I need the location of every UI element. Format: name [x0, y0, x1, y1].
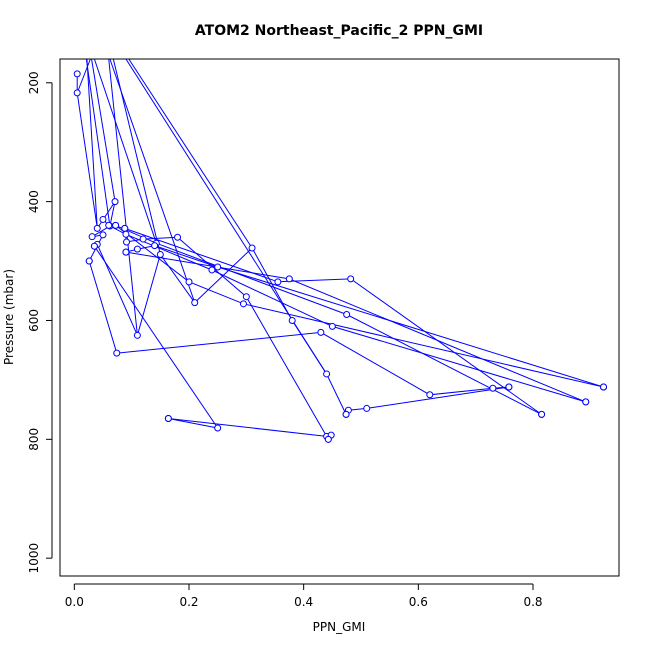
- data-point: [239, 300, 247, 308]
- data-point: [85, 257, 93, 265]
- y-tick-label: 800: [27, 428, 41, 451]
- data-point: [185, 278, 193, 286]
- data-point: [600, 383, 608, 391]
- data-point: [582, 398, 590, 406]
- data-point: [73, 70, 81, 78]
- y-axis: 200 400 600 800 1000: [27, 71, 53, 574]
- data-point: [122, 248, 130, 256]
- series-line: [345, 386, 509, 415]
- x-tick-label: 0.2: [179, 595, 198, 609]
- x-tick-label: 0.0: [65, 595, 84, 609]
- series-lines: [76, 58, 604, 440]
- data-point: [489, 384, 497, 392]
- data-point: [317, 328, 325, 336]
- data-point: [93, 224, 101, 232]
- data-point: [88, 233, 96, 241]
- profile-line-to-top: [108, 58, 138, 336]
- data-point: [99, 231, 107, 239]
- series-line: [93, 245, 219, 429]
- data-point: [214, 263, 222, 271]
- y-tick-label: 400: [27, 190, 41, 213]
- data-point: [242, 293, 250, 301]
- x-tick-label: 0.8: [523, 595, 542, 609]
- y-axis-label: Pressure (mbar): [2, 269, 16, 365]
- data-point: [324, 435, 332, 443]
- plot-area: [59, 58, 620, 577]
- data-point: [347, 275, 355, 283]
- data-point: [90, 242, 98, 250]
- series-line: [115, 225, 604, 388]
- series-line: [125, 251, 586, 403]
- x-tick-label: 0.4: [294, 595, 313, 609]
- data-point: [133, 245, 141, 253]
- data-point: [174, 233, 182, 241]
- profile-line-to-top: [85, 58, 111, 227]
- data-point: [208, 266, 216, 274]
- profile-line-to-top: [91, 58, 116, 202]
- data-point: [342, 410, 350, 418]
- data-point: [112, 221, 120, 229]
- profile-line-to-top: [86, 58, 98, 229]
- series-points: [73, 70, 608, 443]
- data-point: [426, 391, 434, 399]
- series-line: [124, 227, 542, 415]
- series-line: [124, 228, 329, 440]
- data-point: [328, 322, 336, 330]
- data-point: [133, 331, 141, 339]
- data-point: [105, 221, 113, 229]
- data-point: [122, 230, 130, 238]
- x-axis: 0.0 0.2 0.4 0.6 0.8: [65, 583, 543, 609]
- series-line: [125, 245, 604, 388]
- data-point: [113, 349, 121, 357]
- data-point: [214, 424, 222, 432]
- data-point: [164, 415, 172, 423]
- data-point: [323, 370, 331, 378]
- data-point: [111, 198, 119, 206]
- data-point: [73, 89, 81, 97]
- y-tick-label: 1000: [27, 543, 41, 574]
- profile-line-to-top: [109, 58, 196, 303]
- data-point: [285, 275, 293, 283]
- data-point: [156, 251, 164, 259]
- y-tick-label: 200: [27, 71, 41, 94]
- x-tick-label: 0.6: [409, 595, 428, 609]
- plot-frame: [59, 58, 620, 577]
- data-point: [343, 311, 351, 319]
- data-point: [191, 299, 199, 307]
- series-line: [115, 224, 542, 415]
- data-point: [505, 383, 513, 391]
- data-point: [121, 224, 129, 232]
- data-point: [363, 404, 371, 412]
- data-point: [139, 235, 147, 243]
- series-line: [94, 243, 347, 415]
- chart-title: ATOM2 Northeast_Pacific_2 PPN_GMI: [195, 23, 483, 39]
- data-point: [99, 215, 107, 223]
- profile-line-to-top: [128, 58, 253, 249]
- series-line: [168, 418, 333, 440]
- y-tick-label: 600: [27, 309, 41, 332]
- profile-line-to-top: [76, 58, 91, 94]
- data-point: [123, 238, 131, 246]
- data-point: [274, 278, 282, 286]
- profile-line-to-top: [93, 58, 157, 244]
- x-axis-label: PPN_GMI: [313, 620, 366, 634]
- data-point: [151, 242, 159, 250]
- data-point: [538, 410, 546, 418]
- data-point: [248, 244, 256, 252]
- data-point: [288, 316, 296, 324]
